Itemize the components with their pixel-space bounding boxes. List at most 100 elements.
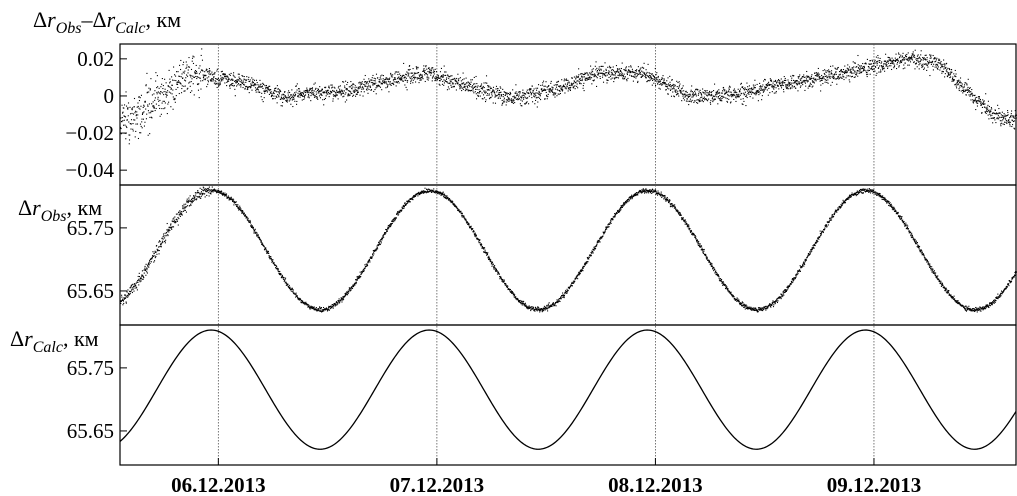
- residual-point: [137, 105, 139, 108]
- observed-point: [129, 293, 131, 295]
- residual-point: [207, 81, 209, 83]
- residual-point: [242, 75, 244, 77]
- residual-point: [228, 78, 230, 80]
- residual-point: [151, 94, 153, 96]
- residual-point: [771, 80, 773, 82]
- residual-point: [835, 68, 837, 70]
- residual-point: [366, 89, 368, 91]
- residual-point: [216, 70, 218, 72]
- residual-point: [916, 60, 918, 62]
- residual-point: [752, 97, 754, 99]
- residual-point: [397, 77, 399, 79]
- residual-point: [834, 78, 836, 80]
- residual-point: [412, 79, 414, 81]
- residual-point: [206, 77, 208, 79]
- residual-point: [445, 78, 447, 80]
- residual-point: [566, 79, 568, 81]
- residual-point: [656, 81, 658, 83]
- observed-point: [444, 195, 446, 197]
- observed-point: [382, 235, 384, 237]
- residual-point: [451, 79, 453, 81]
- residual-point: [508, 97, 510, 99]
- residual-point: [641, 70, 643, 72]
- residual-point: [636, 73, 638, 75]
- observed-point: [435, 192, 437, 194]
- residual-point: [676, 86, 678, 88]
- observed-point: [366, 264, 368, 266]
- observed-point: [342, 296, 344, 298]
- residual-point: [407, 69, 409, 71]
- residual-point: [125, 125, 127, 127]
- residual-point: [913, 55, 916, 57]
- residual-point: [374, 80, 376, 82]
- residual-point: [307, 94, 310, 96]
- residual-point: [870, 68, 872, 70]
- residual-point: [330, 92, 332, 94]
- residual-point: [678, 81, 680, 83]
- residual-point: [357, 90, 359, 92]
- observed-point: [390, 223, 393, 225]
- residual-point: [709, 91, 711, 93]
- residual-point: [447, 86, 449, 88]
- residual-point: [452, 78, 454, 80]
- observed-point: [141, 278, 143, 280]
- residual-point: [280, 98, 282, 100]
- residual-point: [683, 90, 685, 92]
- residual-point: [301, 99, 303, 101]
- residual-point: [724, 89, 726, 91]
- residual-point: [737, 88, 739, 90]
- observed-point: [146, 269, 148, 271]
- residual-point: [994, 119, 996, 121]
- residual-point: [626, 78, 628, 81]
- observed-point: [140, 280, 142, 282]
- residual-point: [613, 74, 615, 76]
- residual-point: [1009, 117, 1011, 119]
- observed-point: [474, 235, 476, 237]
- residual-point: [840, 76, 842, 78]
- observed-point: [334, 302, 336, 305]
- residual-point: [294, 94, 296, 96]
- observed-point: [186, 198, 188, 200]
- residual-point: [568, 87, 570, 89]
- residual-point: [506, 93, 508, 95]
- observed-point: [182, 208, 184, 210]
- residual-point: [323, 92, 325, 94]
- residual-point: [662, 81, 665, 83]
- residual-point: [638, 73, 640, 75]
- residual-point: [313, 96, 316, 98]
- residual-point: [268, 93, 270, 95]
- residual-point: [458, 84, 460, 86]
- residual-point: [345, 88, 347, 90]
- residual-point: [833, 76, 835, 78]
- residual-point: [415, 81, 417, 83]
- observed-point: [131, 291, 133, 294]
- observed-point: [431, 191, 433, 193]
- residual-point: [648, 75, 650, 77]
- residual-point: [408, 65, 410, 67]
- observed-point: [452, 201, 454, 203]
- residual-point: [462, 83, 464, 85]
- residual-point: [362, 86, 364, 89]
- residual-point: [551, 91, 554, 93]
- residual-point: [799, 82, 801, 84]
- residual-point: [219, 83, 221, 85]
- residual-point: [143, 125, 145, 127]
- observed-point: [474, 233, 476, 235]
- residual-point: [966, 88, 968, 90]
- residual-point: [313, 93, 315, 95]
- residual-point: [126, 126, 128, 129]
- observed-point: [321, 309, 323, 311]
- observed-point: [238, 209, 240, 211]
- observed-point: [386, 229, 388, 231]
- residual-point: [321, 89, 323, 91]
- residual-point: [854, 71, 856, 73]
- observed-point: [225, 194, 227, 196]
- residual-point: [515, 91, 517, 93]
- residual-point: [435, 71, 438, 73]
- observed-point: [327, 309, 329, 311]
- residual-point: [745, 105, 747, 107]
- residual-point: [310, 95, 312, 97]
- residual-point: [880, 62, 882, 64]
- residual-point: [476, 86, 478, 88]
- observed-point: [463, 215, 465, 217]
